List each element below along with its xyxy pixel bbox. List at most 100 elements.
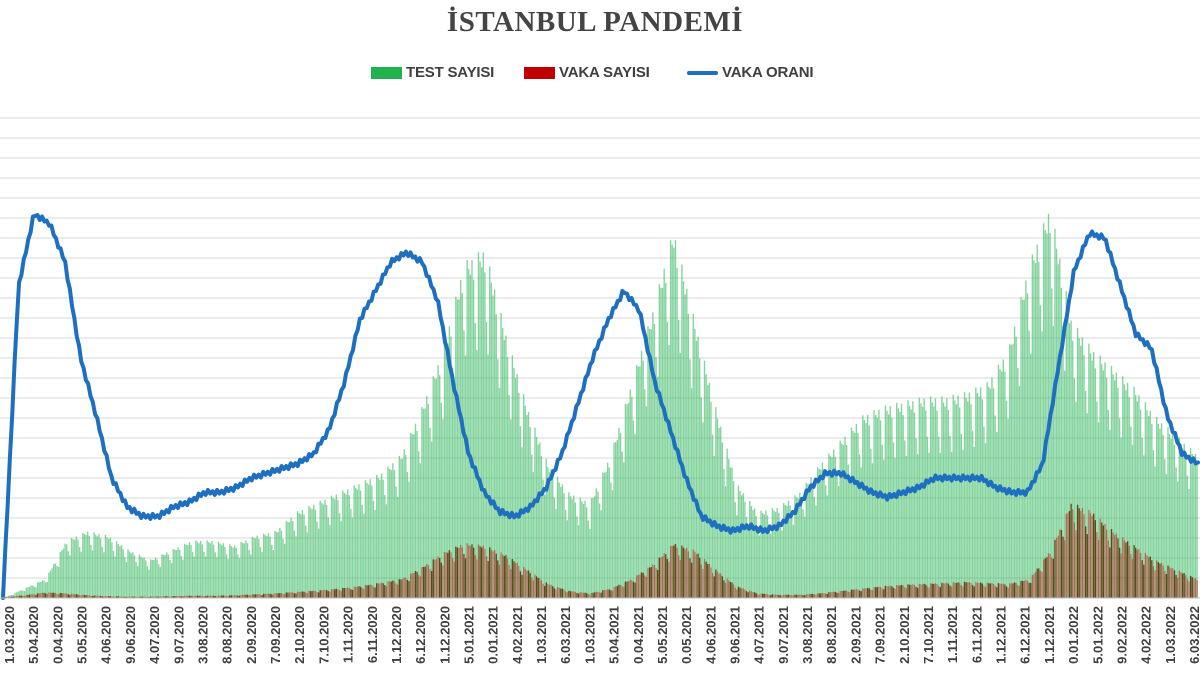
test-bar	[86, 531, 89, 598]
vaka-bar	[737, 586, 740, 598]
vaka-bar	[458, 547, 460, 598]
vaka-bar	[983, 585, 985, 598]
test-bar	[43, 580, 45, 598]
vaka-bar	[644, 575, 646, 598]
vaka-bar	[815, 594, 817, 598]
vaka-bar	[1065, 513, 1067, 598]
test-bar	[206, 540, 208, 598]
test-bar	[1102, 370, 1105, 598]
test-bar	[521, 447, 523, 598]
vaka-bar	[950, 586, 953, 598]
vaka-bar	[137, 596, 139, 598]
vaka-bar	[104, 595, 107, 598]
test-bar	[340, 521, 342, 598]
vaka-bar	[553, 588, 556, 598]
test-bar	[571, 499, 573, 598]
vaka-bar	[967, 582, 969, 598]
test-bar	[854, 432, 856, 598]
test-bar	[844, 436, 846, 598]
vaka-bar	[981, 583, 983, 598]
test-bar	[595, 488, 598, 598]
vaka-bar	[627, 581, 630, 598]
vaka-bar	[1004, 584, 1006, 598]
test-bar	[994, 415, 996, 598]
vaka-bar	[526, 570, 528, 598]
test-bar	[69, 555, 71, 598]
vaka-bar	[212, 595, 215, 598]
test-bar	[1183, 443, 1185, 598]
vaka-bar	[1151, 560, 1153, 598]
test-bar	[716, 418, 719, 598]
vaka-bar	[353, 586, 355, 598]
test-bar	[871, 463, 874, 598]
test-bar	[364, 480, 367, 598]
vaka-bar	[338, 590, 341, 598]
vaka-bar	[543, 585, 546, 598]
vaka-bar	[348, 587, 350, 598]
x-tick-label: 3.08.2021	[800, 606, 815, 664]
test-bar	[820, 469, 822, 598]
vaka-bar	[745, 591, 748, 598]
test-bar	[424, 408, 426, 598]
vaka-bar	[650, 567, 652, 598]
test-bar	[75, 536, 78, 598]
test-bar	[288, 522, 291, 598]
vaka-bar	[1125, 542, 1127, 598]
test-bar	[25, 587, 27, 598]
legend-label-oran: VAKA ORANI	[722, 64, 814, 81]
test-bar	[85, 534, 87, 598]
vaka-bar	[636, 575, 638, 598]
vaka-bar	[1078, 508, 1080, 598]
vaka-bar	[146, 596, 149, 598]
test-bar	[1107, 409, 1109, 598]
vaka-bar	[1112, 532, 1114, 598]
vaka-bar	[1157, 562, 1159, 598]
test-bar	[610, 482, 612, 598]
vaka-bar	[485, 556, 488, 598]
test-bar	[74, 539, 76, 598]
x-tick-label: 2.09.2020	[244, 606, 259, 664]
test-bar	[1130, 426, 1132, 598]
vaka-bar	[127, 596, 129, 598]
test-bar	[1083, 355, 1085, 598]
test-bar	[149, 559, 152, 598]
test-bar	[816, 467, 819, 598]
vaka-bar	[70, 593, 73, 598]
test-bar	[862, 415, 864, 598]
test-bar	[107, 538, 110, 598]
test-bar	[1170, 438, 1172, 598]
test-bar	[653, 323, 656, 598]
vaka-bar	[702, 568, 704, 598]
vaka-bar	[112, 596, 115, 598]
test-bar	[606, 462, 609, 598]
vaka-bar	[760, 593, 762, 598]
vaka-bar	[292, 592, 294, 598]
test-bar	[658, 284, 661, 598]
test-bar	[346, 489, 349, 598]
vaka-bar	[211, 595, 213, 598]
vaka-bar	[1156, 560, 1158, 598]
test-bar	[865, 423, 867, 598]
vaka-bar	[384, 585, 386, 598]
test-bar	[266, 536, 268, 598]
test-bar	[430, 441, 433, 598]
test-bar	[434, 378, 436, 598]
vaka-bar	[976, 582, 979, 598]
test-bar	[96, 536, 99, 598]
test-bar	[190, 544, 192, 598]
vaka-bar	[878, 586, 880, 598]
vaka-bar	[555, 589, 557, 598]
vaka-bar	[388, 581, 391, 598]
vaka-bar	[658, 557, 661, 598]
vaka-bar	[298, 591, 300, 598]
test-bar	[875, 415, 877, 598]
vaka-bar	[684, 549, 686, 598]
vaka-bar	[413, 573, 415, 598]
vaka-bar	[844, 590, 846, 598]
test-bar	[264, 535, 266, 598]
test-bar	[955, 404, 958, 598]
test-bar	[800, 497, 803, 598]
vaka-bar	[992, 583, 995, 598]
vaka-bar	[947, 583, 950, 598]
test-bar	[836, 475, 838, 598]
